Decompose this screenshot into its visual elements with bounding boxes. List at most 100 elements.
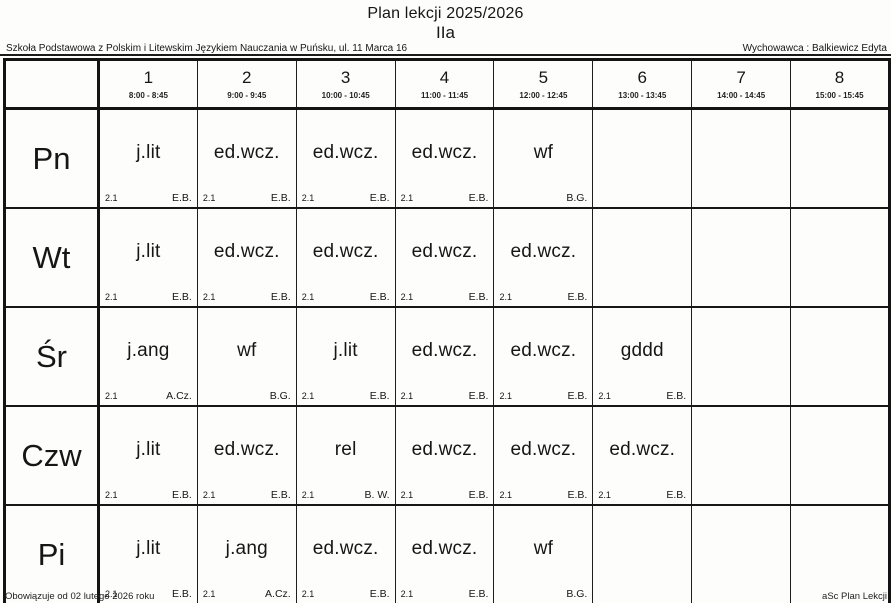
lesson-subject: rel — [334, 438, 357, 460]
lesson-subject: j.ang — [127, 339, 170, 361]
lesson-subject: ed.wcz. — [312, 141, 379, 163]
lesson-teacher: E.B. — [369, 588, 390, 600]
lesson-room: 2.1 — [499, 292, 512, 302]
period-time: 15:00 - 15:45 — [815, 90, 864, 100]
lesson-room: 2.1 — [499, 391, 512, 401]
lesson-teacher: E.B. — [567, 489, 588, 501]
lesson-room: 2.1 — [301, 490, 315, 500]
lesson-subject: wf — [237, 339, 257, 361]
lesson-room: 2.1 — [598, 391, 611, 401]
lesson-subject: ed.wcz. — [510, 438, 577, 460]
lesson-room: 2.1 — [400, 391, 414, 401]
period-header: 8 15:00 - 15:45 — [790, 59, 890, 109]
generator-credit: aSc Plan Lekcji — [822, 591, 887, 602]
lesson-meta: 2.1 E.B. — [401, 390, 489, 402]
lesson-meta: B.G. — [203, 390, 291, 402]
lesson-teacher: E.B. — [666, 489, 687, 501]
period-header: 7 14:00 - 14:45 — [691, 59, 792, 109]
period-number: 4 — [439, 67, 450, 87]
lesson-teacher: E.B. — [369, 192, 390, 204]
lesson-subject: ed.wcz. — [213, 141, 280, 163]
lesson-teacher: E.B. — [171, 489, 192, 501]
lesson-meta: 2.1 E.B. — [401, 489, 489, 501]
day-row: Pi j.lit 2.1 E.B. j.ang 2.1 A.Cz. ed.wcz. 2.1 E.B… — [4, 504, 890, 603]
lesson-cell: ed.wcz. 2.1 E.B. — [295, 504, 396, 603]
lesson-meta: 2.1 E.B. — [401, 192, 489, 204]
lesson-room: 2.1 — [499, 490, 512, 500]
empty-lesson-cell — [691, 108, 792, 209]
lesson-meta: 2.1 E.B. — [401, 588, 489, 600]
tutor-name: Wychowawca : Balkiewicz Edyta — [742, 43, 887, 54]
lesson-teacher: E.B. — [171, 192, 192, 204]
lesson-subject: ed.wcz. — [312, 537, 379, 559]
corner-cell — [4, 59, 100, 109]
lesson-cell: ed.wcz. 2.1 E.B. — [493, 207, 594, 308]
lesson-meta: 2.1 E.B. — [105, 489, 192, 501]
period-header: 3 10:00 - 10:45 — [295, 59, 396, 109]
period-header: 6 13:00 - 13:45 — [592, 59, 693, 109]
period-number: 5 — [538, 67, 549, 87]
period-number: 1 — [143, 67, 154, 87]
day-label: Pn — [32, 140, 71, 176]
valid-from-note: Obowiązuje od 02 lutego 2026 roku — [5, 591, 155, 602]
lesson-meta: 2.1 B. W. — [302, 489, 390, 501]
class-name: IIa — [436, 23, 455, 42]
lesson-meta: 2.1 A.Cz. — [105, 390, 192, 402]
lesson-room: 2.1 — [301, 589, 315, 599]
lesson-subject: ed.wcz. — [411, 537, 478, 559]
page-title: Plan lekcji 2025/2026 — [367, 5, 524, 22]
period-time: 10:00 - 10:45 — [321, 90, 370, 100]
lesson-teacher: E.B. — [270, 489, 291, 501]
lesson-meta: 2.1 E.B. — [499, 489, 587, 501]
lesson-room: 2.1 — [202, 589, 216, 599]
lesson-room: 2.1 — [202, 193, 216, 203]
lesson-cell: ed.wcz. 2.1 E.B. — [493, 405, 594, 506]
lesson-subject: ed.wcz. — [510, 240, 577, 262]
lesson-subject: j.lit — [136, 537, 161, 559]
empty-lesson-cell — [790, 207, 890, 308]
lesson-subject: j.lit — [136, 438, 161, 460]
empty-lesson-cell — [592, 207, 693, 308]
lesson-room: 2.1 — [104, 193, 118, 203]
day-label: Śr — [35, 338, 67, 374]
lesson-meta: 2.1 E.B. — [105, 291, 192, 303]
empty-lesson-cell — [691, 504, 792, 603]
lesson-teacher: E.B. — [369, 291, 390, 303]
period-header-row: 1 8:00 - 8:45 2 9:00 - 9:45 3 10:00 - 10:45 4 1… — [4, 59, 890, 109]
lesson-meta: 2.1 E.B. — [302, 291, 390, 303]
lesson-teacher: E.B. — [270, 291, 291, 303]
lesson-subject: wf — [533, 537, 554, 559]
lesson-teacher: E.B. — [468, 588, 489, 600]
lesson-meta: 2.1 E.B. — [203, 489, 291, 501]
period-time: 11:00 - 11:45 — [420, 90, 469, 100]
lesson-teacher: E.B. — [171, 291, 192, 303]
empty-lesson-cell — [691, 207, 792, 308]
period-number: 2 — [242, 67, 252, 87]
lesson-cell: j.lit 2.1 E.B. — [97, 405, 198, 506]
period-time: 12:00 - 12:45 — [519, 90, 568, 100]
lesson-teacher: E.B. — [468, 390, 489, 402]
lesson-cell: ed.wcz. 2.1 E.B. — [394, 504, 495, 603]
lesson-subject: gddd — [620, 339, 664, 361]
lesson-subject: ed.wcz. — [411, 339, 478, 361]
lesson-meta: 2.1 E.B. — [302, 588, 390, 600]
period-time: 13:00 - 13:45 — [618, 90, 667, 100]
lesson-subject: ed.wcz. — [411, 141, 478, 163]
lesson-teacher: E.B. — [369, 390, 390, 402]
lesson-subject: j.ang — [225, 537, 268, 559]
school-name: Szkoła Podstawowa z Polskim i Litewskim … — [6, 43, 408, 54]
timetable: 1 8:00 - 8:45 2 9:00 - 9:45 3 10:00 - 10:45 4 1… — [3, 58, 891, 603]
lesson-cell: j.ang 2.1 A.Cz. — [196, 504, 297, 603]
lesson-teacher: A.Cz. — [265, 588, 291, 600]
lesson-meta: 2.1 E.B. — [302, 192, 390, 204]
lesson-cell: ed.wcz. 2.1 E.B. — [196, 207, 297, 308]
empty-lesson-cell — [790, 306, 890, 407]
lesson-room: 2.1 — [301, 391, 315, 401]
title-block: Plan lekcji 2025/2026 IIa — [0, 4, 891, 43]
lesson-teacher: E.B. — [468, 291, 489, 303]
lesson-meta: 2.1 E.B. — [302, 390, 390, 402]
empty-lesson-cell — [592, 504, 693, 603]
empty-lesson-cell — [790, 504, 890, 603]
lesson-meta: 2.1 E.B. — [401, 291, 489, 303]
